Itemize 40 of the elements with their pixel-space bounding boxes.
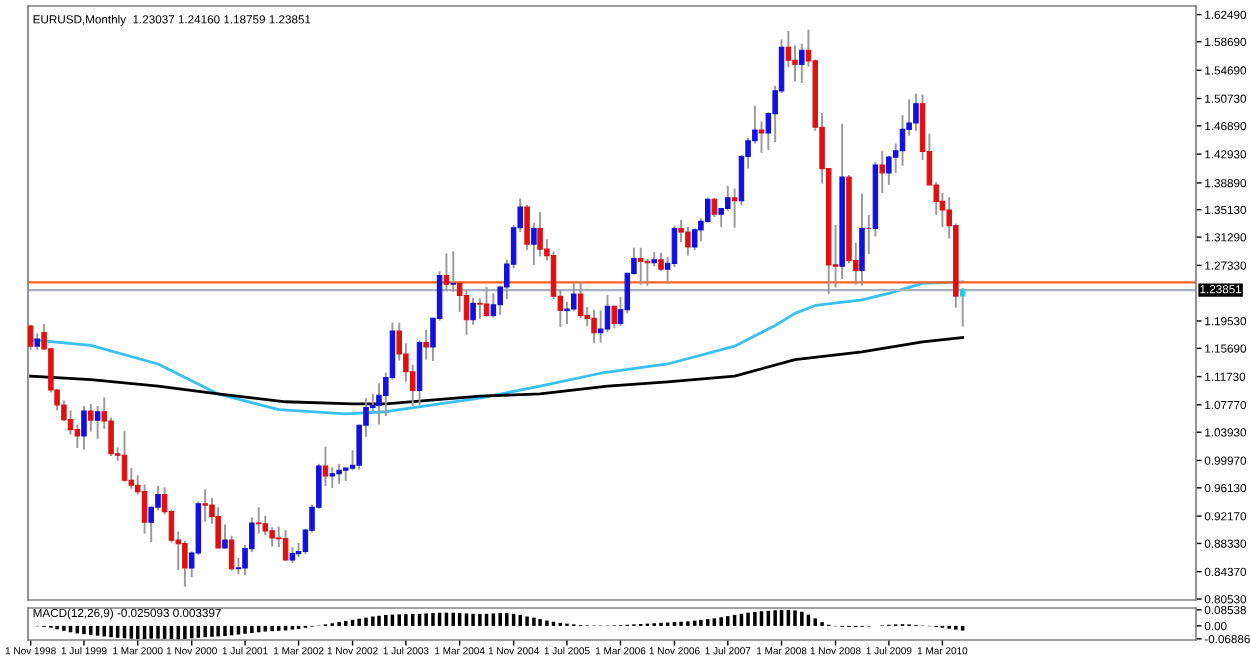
candlestick	[94, 405, 101, 440]
candlestick	[490, 292, 497, 319]
candlestick	[74, 423, 81, 450]
line-series	[29, 336, 965, 406]
candlestick	[591, 308, 597, 345]
candlestick	[182, 539, 188, 588]
candlestick	[577, 280, 584, 320]
candlestick	[483, 285, 490, 318]
candlestick	[88, 402, 94, 433]
candlestick	[282, 529, 289, 562]
candlestick	[450, 250, 457, 293]
candlestick	[758, 120, 765, 154]
candlestick	[531, 221, 537, 266]
candlestick	[537, 211, 543, 258]
candlestick	[711, 196, 718, 219]
candlestick	[322, 445, 329, 487]
candlestick	[28, 323, 34, 351]
candlestick	[443, 252, 450, 293]
candlestick	[215, 506, 221, 549]
candlestick	[611, 304, 618, 330]
candlestick	[463, 289, 470, 336]
candlestick	[637, 246, 644, 286]
candlestick	[879, 149, 886, 194]
candlestick	[685, 226, 691, 257]
candlestick	[859, 192, 865, 287]
candlestick	[470, 296, 476, 326]
candlestick	[731, 187, 738, 229]
candlestick	[202, 488, 208, 523]
candlestick	[913, 92, 919, 132]
candlestick	[228, 534, 235, 572]
candlestick	[222, 523, 228, 550]
candlestick	[959, 286, 966, 328]
candlestick	[423, 328, 429, 361]
candlestick	[81, 405, 87, 451]
candlestick	[336, 462, 342, 485]
candlestick	[255, 506, 262, 535]
candlestick	[329, 466, 336, 490]
candlestick	[477, 297, 483, 321]
candlestick	[141, 483, 148, 535]
candlestick	[121, 430, 128, 483]
